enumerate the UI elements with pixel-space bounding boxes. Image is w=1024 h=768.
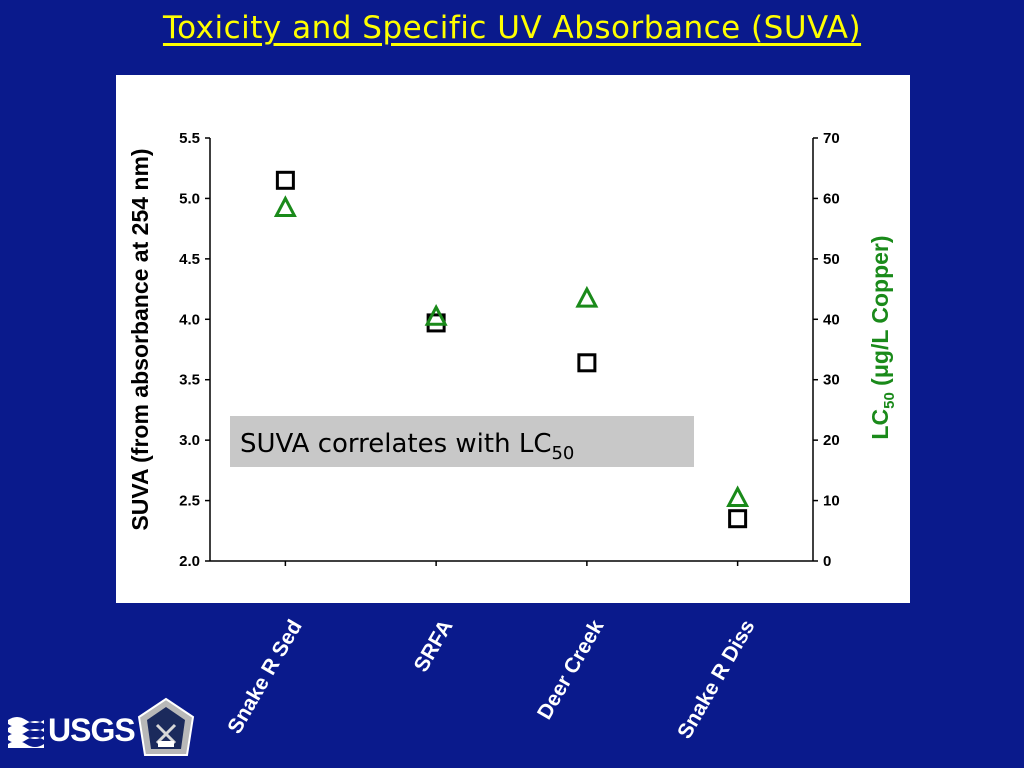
- y-tick-label: 4.0: [179, 311, 200, 328]
- suva-point: [275, 170, 295, 190]
- ticks: 2.0 2.5 3.0 3.5 4.0 4.5 5.0 5.5 0 10 20 30 40 50 60 70: [179, 130, 840, 570]
- y-tick-label: 5.5: [179, 130, 200, 147]
- chart: 2.02.53.03.54.04.55.05.5010203040506070 …: [127, 130, 898, 570]
- annotation-sub: 50: [551, 443, 574, 464]
- y2-label-sub: 50: [881, 392, 898, 409]
- y2-axis-label: LC50 (μg/L Copper): [867, 235, 898, 439]
- annotation-text: SUVA correlates with LC: [240, 429, 551, 459]
- y-axis-label: SUVA (from absorbance at 254 nm): [127, 148, 153, 530]
- y-tick-label: 5.0: [179, 190, 200, 207]
- lc50-point: [575, 285, 599, 308]
- usgs-text: USGS: [48, 712, 136, 748]
- y2-tick-label: 40: [823, 311, 840, 328]
- annotation-box: SUVA correlates with LC50: [230, 416, 694, 467]
- suva-point: [728, 509, 748, 529]
- slide-title: Toxicity and Specific UV Absorbance (SUV…: [162, 10, 862, 46]
- y2-tick-label: 20: [823, 432, 840, 449]
- usgs-wave-icon: [8, 716, 44, 748]
- x-category-label: Snake R Diss: [672, 616, 760, 743]
- y-tick-label: 3.5: [179, 372, 200, 389]
- x-category-label: Snake R Sed: [223, 616, 308, 738]
- x-category-label: Deer Creek: [532, 616, 609, 724]
- y2-tick-label: 60: [823, 190, 840, 207]
- y2-tick-label: 10: [823, 493, 840, 510]
- usgs-logo: USGS: [8, 712, 136, 749]
- y2-tick-label: 30: [823, 372, 840, 389]
- suva-point: [577, 353, 597, 373]
- axes: [209, 138, 814, 562]
- y2-tick-label: 0: [823, 553, 831, 570]
- y2-tick-label: 70: [823, 130, 840, 147]
- y-tick-label: 2.0: [179, 553, 200, 570]
- y-tick-label: 2.5: [179, 493, 200, 510]
- y2-label-rest: (μg/L Copper): [867, 235, 893, 392]
- marks: [273, 170, 750, 529]
- y2-label-main: LC: [867, 409, 893, 440]
- y-tick-label: 3.0: [179, 432, 200, 449]
- y2-tick-label: 50: [823, 251, 840, 268]
- lc50-point: [273, 195, 297, 217]
- x-category-label: SRFA: [409, 616, 458, 677]
- y-tick-label: 4.5: [179, 251, 200, 268]
- svg-text:SUVA correlates with LC50: SUVA correlates with LC50: [240, 429, 574, 464]
- chart-panel: 2.0 2.5 3.0 3.5 4.0 4.5 5.0 5.5 0 10 20 30 40 50 60 70 …: [116, 75, 910, 603]
- school-seal-logo: [137, 697, 195, 756]
- lc50-point: [726, 485, 750, 508]
- lc50-point: [424, 304, 448, 326]
